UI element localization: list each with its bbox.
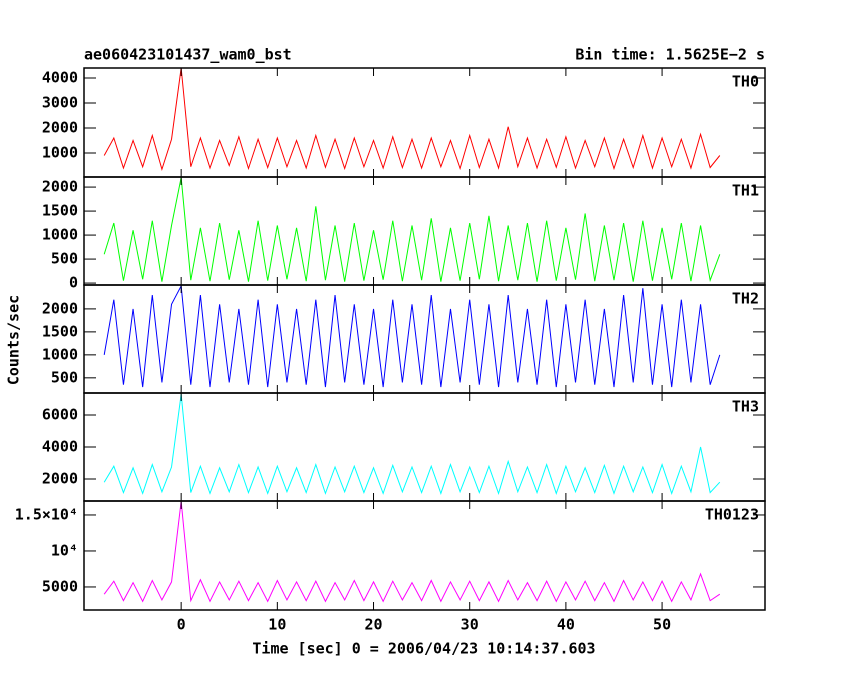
x-tick-label: 10 [268,616,286,634]
light-curve [103,394,721,496]
y-tick-label: 10⁴ [51,541,78,559]
panel-label: TH0 [732,73,759,91]
y-tick-label: 2000 [42,470,78,488]
y-tick-label: 1500 [42,322,78,340]
y-tick-label: 2000 [42,178,78,196]
x-axis-label: Time [sec] 0 = 2006/04/23 10:14:37.603 [252,640,595,658]
panel-label: TH1 [732,182,759,200]
x-tick-label: 50 [653,616,671,634]
light-curve [103,67,721,171]
panel-label: TH0123 [705,506,759,524]
light-curve [103,177,721,283]
light-curve [103,284,721,388]
y-tick-label: 1000 [42,345,78,363]
y-tick-label: 3000 [42,94,78,112]
chart-title: ae060423101437_wam0_bst [84,46,292,64]
bin-time: Bin time: 1.5625E−2 s [575,46,765,64]
y-tick-label: 1000 [42,144,78,162]
y-tick-label: 500 [51,250,78,268]
y-tick-label: 0 [69,274,78,292]
x-tick-label: 30 [461,616,479,634]
y-tick-label: 5000 [42,577,78,595]
x-tick-label: 20 [364,616,382,634]
x-tick-label: 40 [557,616,575,634]
y-tick-label: 4000 [42,69,78,87]
x-tick-label: 0 [177,616,186,634]
y-tick-label: 1500 [42,202,78,220]
panel-frame [83,500,766,611]
y-tick-label: 6000 [42,406,78,424]
y-tick-label: 2000 [42,119,78,137]
y-tick-label: 4000 [42,438,78,456]
panel-label: TH2 [732,290,759,308]
y-tick-label: 1000 [42,226,78,244]
panel-label: TH3 [732,398,759,416]
y-tick-label: 2000 [42,299,78,317]
y-tick-label: 500 [51,368,78,386]
y-axis-label: Counts/sec [5,295,23,385]
light-curve [103,501,721,603]
y-tick-label: 1.5×10⁴ [15,505,78,523]
